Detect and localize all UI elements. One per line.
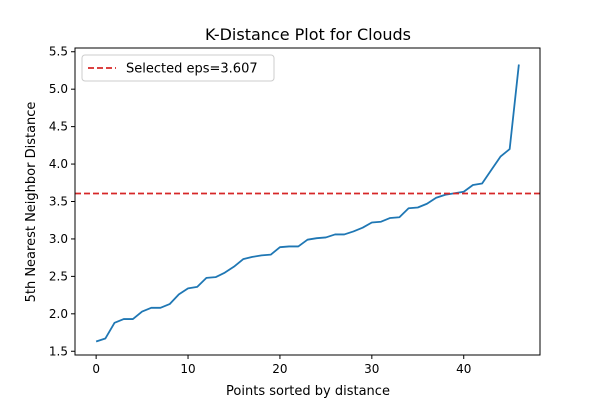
y-tick-label: 3.0	[49, 232, 68, 246]
y-tick-label: 4.0	[49, 157, 68, 171]
legend: Selected eps=3.607	[81, 54, 275, 82]
y-tick-label: 4.5	[49, 120, 68, 134]
x-axis-label: Points sorted by distance	[226, 384, 390, 399]
axes: 0 10 20 30 40 1.5 2.0 2.5 3.0 3.5 4.0 4.5 5.0 5.5	[49, 45, 541, 376]
chart-title: K-Distance Plot for Clouds	[205, 25, 411, 44]
y-axis-label: 5th Nearest Neighbor Distance	[24, 102, 39, 303]
legend-threshold-label: Selected eps=3.607	[126, 62, 258, 77]
y-tick-label: 5.0	[49, 82, 68, 96]
y-tick-label: 3.5	[49, 195, 68, 209]
x-tick-label: 30	[364, 362, 379, 376]
x-tick-label: 0	[92, 362, 100, 376]
x-tick-label: 40	[456, 362, 471, 376]
y-tick-label: 2.0	[49, 307, 68, 321]
y-tick-label: 5.5	[49, 45, 68, 59]
y-tick-label: 2.5	[49, 269, 68, 283]
x-tick-label: 10	[180, 362, 195, 376]
x-tick-label: 20	[272, 362, 287, 376]
plot-area	[75, 64, 540, 343]
series-line-0	[95, 64, 520, 343]
y-tick-label: 1.5	[49, 344, 68, 358]
legend-box	[81, 54, 275, 82]
axes-frame	[74, 47, 541, 356]
